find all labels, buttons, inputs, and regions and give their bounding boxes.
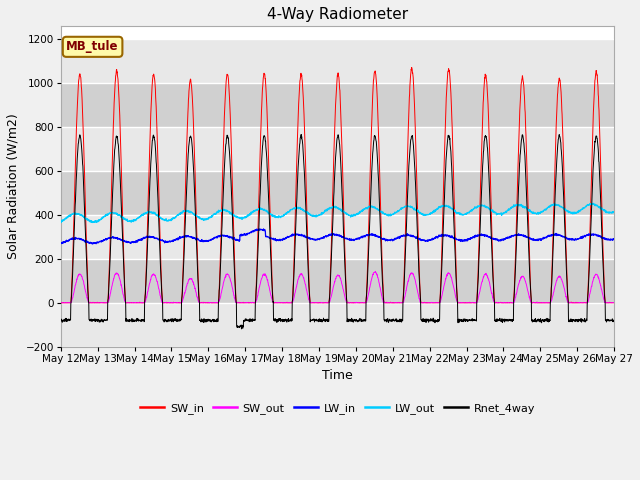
Y-axis label: Solar Radiation (W/m2): Solar Radiation (W/m2) (7, 113, 20, 259)
Bar (61, 259, 614, 303)
Bar (61, 39, 614, 83)
Bar (61, 171, 614, 215)
Legend: SW_in, SW_out, LW_in, LW_out, Rnet_4way: SW_in, SW_out, LW_in, LW_out, Rnet_4way (136, 398, 540, 418)
Bar (61, 83, 614, 127)
Bar (61, 303, 614, 347)
Bar (61, 127, 614, 171)
Text: MB_tule: MB_tule (67, 40, 119, 53)
Bar (61, 215, 614, 259)
Title: 4-Way Radiometer: 4-Way Radiometer (267, 7, 408, 22)
X-axis label: Time: Time (322, 369, 353, 382)
